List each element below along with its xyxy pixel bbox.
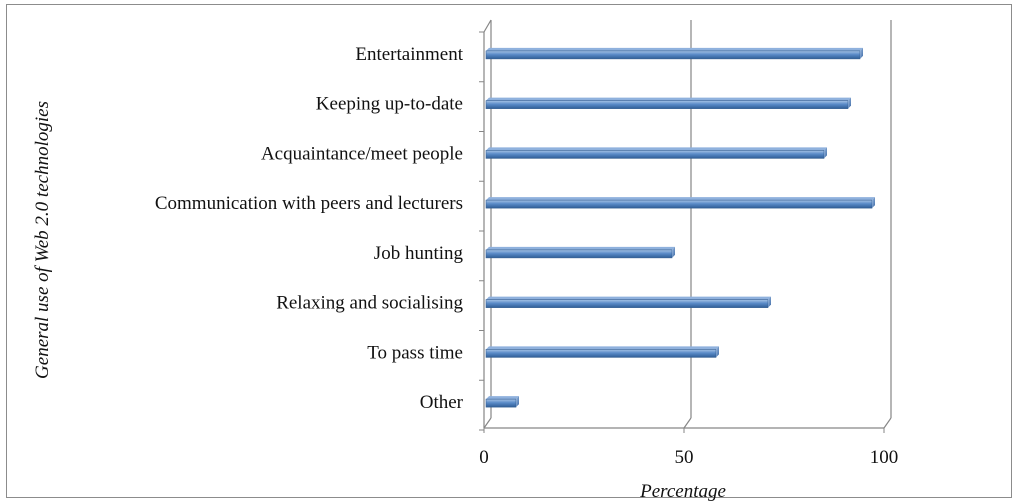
x-axis-title: Percentage [639,481,726,502]
category-label-2: Acquaintance/meet people [261,143,463,164]
category-label-5: Relaxing and socialising [276,293,463,314]
y-axis-top-edge [483,19,492,33]
category-label-1: Keeping up-to-date [316,94,463,115]
bar-top-face [486,396,519,400]
bar-6 [485,346,719,358]
x-tick-label-50: 50 [675,447,694,468]
bars [485,47,875,408]
bar-front-face [485,199,873,209]
bar-top-face [486,346,719,350]
tick-labels: 0 50 100 [479,447,898,468]
category-label-3: Communication with peers and lecturers [155,193,463,214]
floor-gridline-0 [483,417,492,429]
bar-top-face [486,246,675,250]
bar-0 [485,47,863,60]
bar-2 [485,147,827,159]
bar-top-face [486,97,851,101]
bar-front-face [485,299,769,308]
bar-top-face [486,147,827,151]
category-label-4: Job hunting [374,243,464,264]
bar-7 [485,396,519,408]
axes [479,19,885,433]
bar-end-cap [768,296,771,308]
x-tick-label-0: 0 [479,447,489,468]
bar-end-cap [848,97,851,109]
y-axis-title: General use of Web 2.0 technologies [32,101,53,379]
bar-top-face [486,197,875,201]
bar-top-face [486,47,863,51]
bar-top-face [486,296,771,300]
bar-front-face [485,398,517,408]
floor-gridline-50 [683,417,692,429]
bar-4 [485,246,675,259]
floor-gridline-100 [883,417,892,429]
category-label-7: Other [420,392,464,413]
bar-end-cap [516,396,519,408]
category-label-0: Entertainment [355,44,463,65]
bar-end-cap [672,246,675,258]
bar-front-face [485,50,861,60]
bar-end-cap [824,147,827,159]
bar-end-cap [716,346,719,358]
grid-lines [483,20,892,429]
bar-front-face [485,150,825,159]
bar-end-cap [872,197,875,209]
bar-front-face [485,249,673,259]
category-label-6: To pass time [367,342,463,363]
bar-3 [485,197,875,209]
category-labels: Entertainment Keeping up-to-date Acquainta… [155,44,464,413]
bar-front-face [485,349,717,358]
x-tick-label-100: 100 [870,447,899,468]
bar-1 [485,97,851,109]
bar-front-face [485,100,849,109]
bar-end-cap [860,47,863,59]
bar-5 [485,296,771,308]
